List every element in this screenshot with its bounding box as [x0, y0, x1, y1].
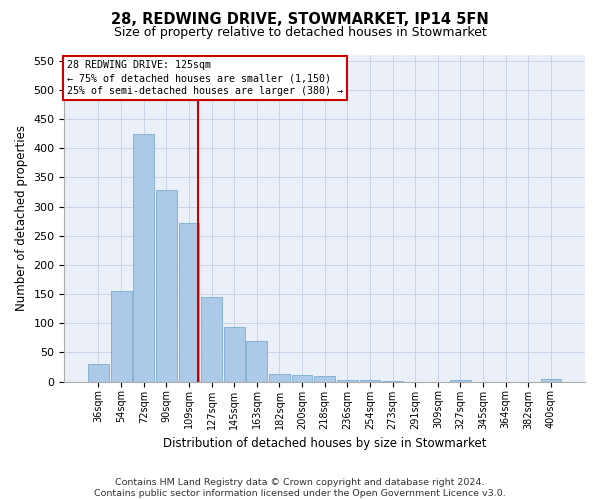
- X-axis label: Distribution of detached houses by size in Stowmarket: Distribution of detached houses by size …: [163, 437, 487, 450]
- Y-axis label: Number of detached properties: Number of detached properties: [15, 126, 28, 312]
- Text: 28, REDWING DRIVE, STOWMARKET, IP14 5FN: 28, REDWING DRIVE, STOWMARKET, IP14 5FN: [111, 12, 489, 28]
- Bar: [201, 297, 222, 382]
- Bar: [179, 223, 199, 382]
- Bar: [156, 190, 177, 382]
- Bar: [382, 381, 403, 382]
- Bar: [292, 374, 313, 382]
- Bar: [314, 376, 335, 382]
- Bar: [450, 380, 471, 382]
- Bar: [359, 380, 380, 382]
- Text: Size of property relative to detached houses in Stowmarket: Size of property relative to detached ho…: [113, 26, 487, 39]
- Bar: [224, 328, 245, 382]
- Text: 28 REDWING DRIVE: 125sqm
← 75% of detached houses are smaller (1,150)
25% of sem: 28 REDWING DRIVE: 125sqm ← 75% of detach…: [67, 60, 343, 96]
- Bar: [110, 291, 131, 382]
- Bar: [337, 380, 358, 382]
- Bar: [541, 380, 562, 382]
- Bar: [133, 134, 154, 382]
- Bar: [88, 364, 109, 382]
- Bar: [247, 341, 267, 382]
- Bar: [269, 374, 290, 382]
- Text: Contains HM Land Registry data © Crown copyright and database right 2024.
Contai: Contains HM Land Registry data © Crown c…: [94, 478, 506, 498]
